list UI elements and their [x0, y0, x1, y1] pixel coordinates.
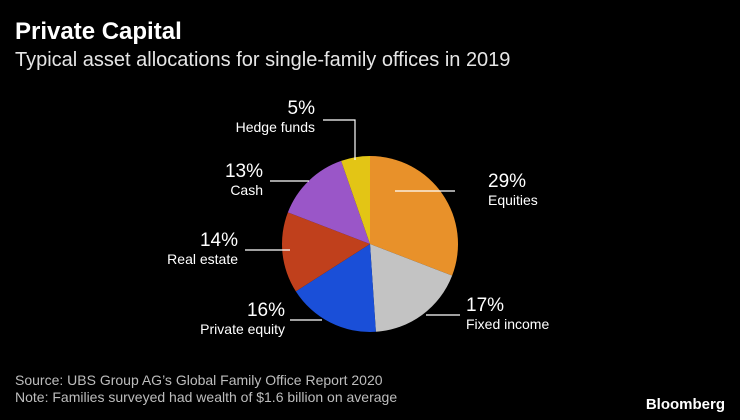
value-label-hedge-funds: 5% — [288, 98, 316, 119]
pie-slice-real-estate — [282, 212, 370, 292]
chart-subtitle: Typical asset allocations for single-fam… — [15, 49, 511, 71]
bloomberg-logo: Bloomberg — [645, 396, 725, 413]
pie-slice-fixed-income — [370, 244, 453, 332]
pie-slice-cash — [287, 160, 370, 244]
category-label-private-equity: Private equity — [200, 321, 285, 337]
source-note: Source: UBS Group AG’s Global Family Off… — [15, 372, 383, 388]
category-label-equities: Equities — [488, 192, 538, 208]
value-label-equities: 29% — [488, 171, 526, 192]
pie-slice-hedge-funds — [341, 156, 370, 244]
leader-line-hedge-funds — [323, 119, 356, 160]
footnote: Note: Families surveyed had wealth of $1… — [15, 389, 398, 405]
pie-slice-equities — [370, 155, 459, 276]
value-label-real-estate: 14% — [200, 230, 238, 251]
chart-title: Private Capital — [15, 18, 182, 45]
pie-slice-private-equity — [295, 244, 376, 332]
value-label-private-equity: 16% — [247, 300, 285, 321]
category-label-real-estate: Real estate — [167, 251, 238, 267]
category-label-hedge-funds: Hedge funds — [236, 119, 315, 135]
value-label-fixed-income: 17% — [466, 295, 504, 316]
category-label-fixed-income: Fixed income — [466, 316, 549, 332]
value-label-cash: 13% — [225, 161, 263, 182]
category-label-cash: Cash — [230, 182, 263, 198]
